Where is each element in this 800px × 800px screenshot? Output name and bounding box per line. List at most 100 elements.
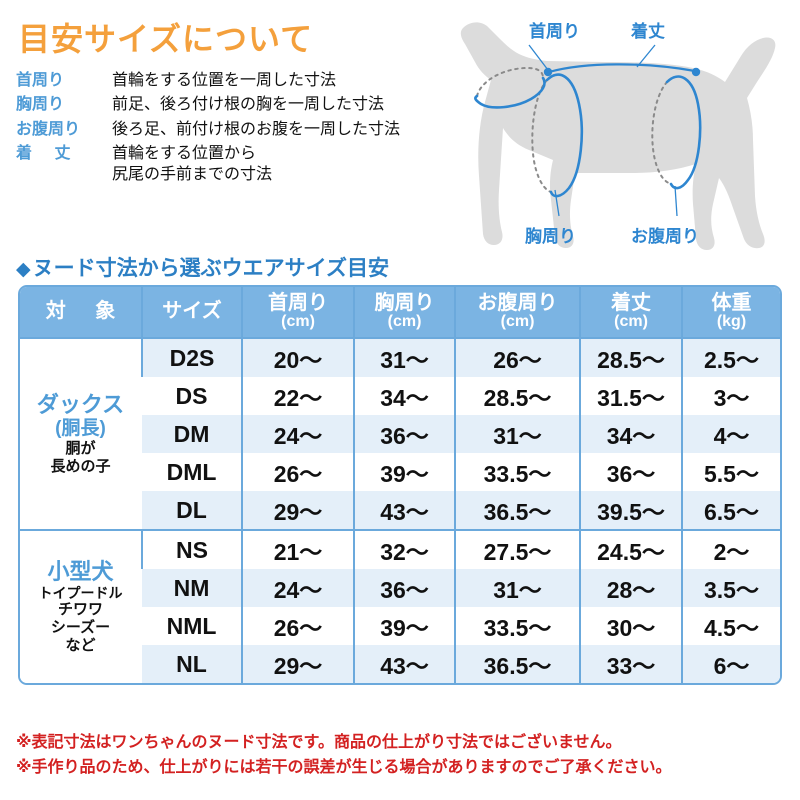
figure-label-chest: 胸周り (525, 227, 576, 246)
cell-length: 30〜 (579, 607, 682, 645)
cell-size: D2S (141, 338, 242, 377)
table-row: NML 26〜 39〜 33.5〜 30〜 4.5〜 (20, 607, 780, 645)
cell-chest: 36〜 (353, 569, 455, 607)
cell-weight: 4.5〜 (681, 607, 780, 645)
section-heading: ◆ヌード寸法から選ぶウエアサイズ目安 (16, 252, 389, 282)
table-row: 小型犬 トイプードル チワワ シーズー など NS 21〜 32〜 27.5〜 … (20, 529, 780, 683)
column-header-belly: お腹周り (cm) (454, 287, 580, 339)
cell-size: DM (142, 415, 242, 453)
cell-weight: 2.5〜 (681, 338, 780, 377)
leader-belly (674, 185, 678, 217)
group-note-line4: など (65, 637, 96, 655)
cell-size: NML (142, 607, 242, 645)
cell-weight: 6〜 (681, 645, 780, 683)
definition-desc-neck: 首輪をする位置を一周した寸法 (112, 72, 337, 89)
definition-desc-chest: 前足、後ろ付け根の胸を一周した寸法 (112, 96, 385, 114)
group-note-line2: チワワ (57, 601, 103, 619)
dog-measurement-diagram: 首周り 着丈 胸周り お腹周り (455, 0, 800, 262)
measure-endpoint-dot (691, 67, 701, 77)
group-note-line2: 長めの子 (50, 458, 111, 476)
definition-term-length: 着 丈 (16, 144, 80, 162)
cell-length: 28.5〜 (579, 338, 682, 377)
cell-neck: 24〜 (241, 569, 354, 607)
section-heading-text: ヌード寸法から選ぶウエアサイズ目安 (32, 257, 389, 280)
cell-weight: 3.5〜 (681, 569, 780, 607)
group-label-small-dog: 小型犬 トイプードル チワワ シーズー など (20, 529, 142, 683)
column-header-target: 対 象 (20, 287, 142, 339)
column-header-neck: 首周り (cm) (241, 287, 354, 339)
size-table-container: 対 象 サイズ 首周り (cm) 胸周り (cm) お腹周り (cm) 着丈 (… (18, 285, 782, 685)
column-header-chest: 胸周り (cm) (353, 287, 455, 339)
column-header-neck-unit: (cm) (281, 313, 315, 331)
group-title: 小型犬 (47, 558, 114, 584)
cell-weight: 4〜 (681, 415, 780, 453)
measure-loop-dotted-lines (476, 66, 672, 193)
definition-row: お腹周り 後ろ足、前付け根のお腹を一周した寸法 (16, 119, 486, 140)
page-title: 目安サイズについて (18, 21, 314, 57)
column-header-belly-label: お腹周り (477, 291, 558, 314)
cell-size: NS (141, 529, 242, 569)
cell-neck: 29〜 (241, 645, 354, 683)
cell-length: 31.5〜 (579, 377, 682, 415)
table-row: DML 26〜 39〜 33.5〜 36〜 5.5〜 (20, 453, 780, 491)
figure-label-neck: 首周り (529, 22, 580, 41)
cell-belly: 31〜 (454, 415, 580, 453)
definition-term-neck: 首周り (16, 72, 65, 89)
cell-belly: 33.5〜 (454, 607, 580, 645)
column-header-weight-unit: (kg) (716, 313, 747, 331)
back-length-measure-line (543, 63, 701, 77)
cell-belly: 27.5〜 (454, 529, 580, 569)
cell-length: 28〜 (579, 569, 682, 607)
group-subtitle: (胴長) (55, 417, 106, 439)
definition-row: 着 丈 首輪をする位置から 尻尾の手前までの寸法 (16, 143, 486, 186)
footnote-2: ※手作り品のため、仕上がりには若干の誤差が生じる場合がありますのでご了承ください… (16, 758, 672, 776)
column-header-weight: 体重 (kg) (681, 287, 780, 339)
column-header-length-label: 着丈 (611, 291, 651, 314)
group-label-dachshund: ダックス (胴長) 胴が 長めの子 (20, 338, 142, 530)
figure-label-belly: お腹周り (631, 227, 699, 246)
table-row: ダックス (胴長) 胴が 長めの子 D2S 20〜 31〜 26〜 28.5〜 … (20, 338, 780, 530)
cell-chest: 43〜 (353, 491, 455, 530)
cell-chest: 31〜 (353, 338, 455, 377)
cell-weight: 6.5〜 (681, 491, 780, 530)
footnote-1: ※表記寸法はワンちゃんのヌード寸法です。商品の仕上がり寸法ではございません。 (16, 734, 622, 751)
table-row: NM 24〜 36〜 31〜 28〜 3.5〜 (20, 569, 780, 607)
table-row: DS 22〜 34〜 28.5〜 31.5〜 3〜 (20, 377, 780, 415)
footnotes: ※表記寸法はワンちゃんのヌード寸法です。商品の仕上がり寸法ではございません。 ※… (16, 731, 796, 781)
cell-belly: 28.5〜 (454, 377, 580, 415)
cell-neck: 29〜 (241, 491, 354, 530)
table-header: 対 象 サイズ 首周り (cm) 胸周り (cm) お腹周り (cm) 着丈 (… (20, 287, 780, 339)
cell-chest: 43〜 (353, 645, 455, 683)
size-table: 対 象 サイズ 首周り (cm) 胸周り (cm) お腹周り (cm) 着丈 (… (20, 287, 780, 683)
cell-size: DML (142, 453, 242, 491)
column-header-length-unit: (cm) (614, 313, 648, 331)
cell-neck: 24〜 (241, 415, 354, 453)
group-note-line1: トイプードル (38, 584, 123, 601)
cell-chest: 32〜 (353, 529, 455, 569)
cell-weight: 2〜 (681, 529, 780, 569)
cell-weight: 5.5〜 (681, 453, 780, 491)
cell-chest: 39〜 (353, 453, 455, 491)
cell-belly: 31〜 (454, 569, 580, 607)
table-body: ダックス (胴長) 胴が 長めの子 D2S 20〜 31〜 26〜 28.5〜 … (20, 338, 780, 683)
definition-row: 首周り 首輪をする位置を一周した寸法 (16, 70, 486, 91)
measure-loops (474, 73, 702, 198)
group-note-line3: シーズー (50, 619, 111, 637)
column-header-chest-unit: (cm) (387, 313, 422, 331)
cell-belly: 33.5〜 (454, 453, 580, 491)
column-header-size: サイズ (141, 287, 242, 339)
cell-neck: 22〜 (241, 377, 354, 415)
measure-endpoint-dot (543, 67, 553, 77)
cell-belly: 36.5〜 (454, 491, 580, 530)
leader-length (636, 44, 656, 68)
table-row: DL 29〜 43〜 36.5〜 39.5〜 6.5〜 (20, 491, 780, 530)
cell-belly: 36.5〜 (454, 645, 580, 683)
cell-neck: 21〜 (241, 529, 354, 569)
definition-desc-belly: 後ろ足、前付け根のお腹を一周した寸法 (112, 120, 401, 138)
cell-size: NL (142, 645, 242, 683)
group-title: ダックス (36, 391, 125, 417)
cell-neck: 20〜 (241, 338, 354, 377)
cell-neck: 26〜 (241, 607, 354, 645)
label-leader-lines (528, 44, 678, 217)
cell-length: 39.5〜 (579, 491, 682, 530)
